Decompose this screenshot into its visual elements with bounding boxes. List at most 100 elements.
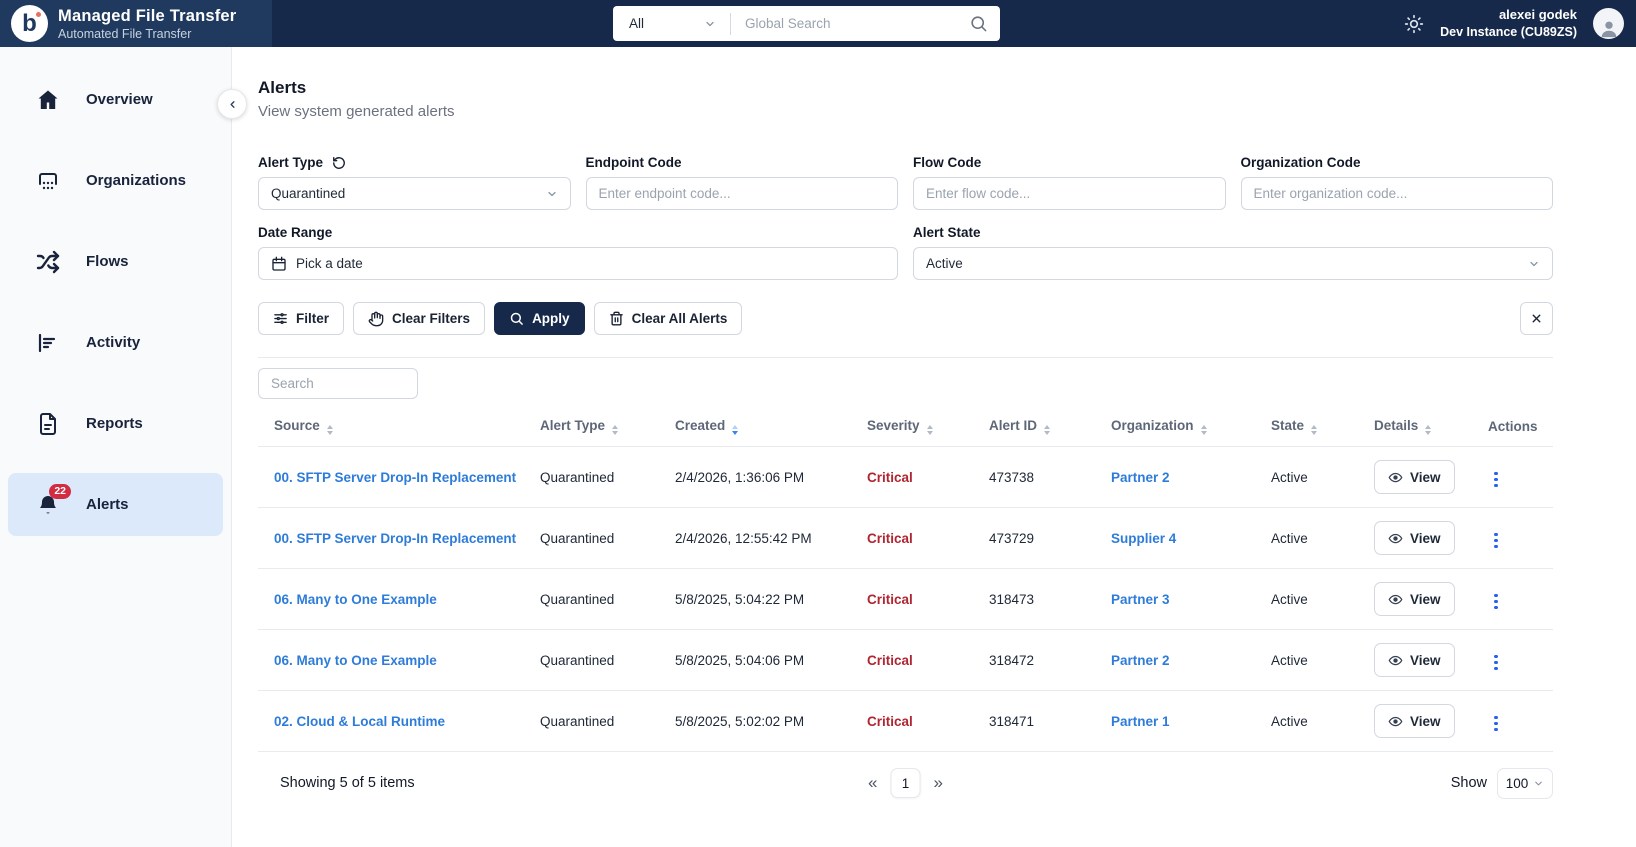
organization-link[interactable]: Partner 1: [1111, 713, 1170, 729]
global-search-bar: All: [613, 6, 1000, 41]
organization-code-input[interactable]: [1240, 177, 1553, 210]
view-button[interactable]: View: [1374, 704, 1455, 738]
header-right: alexei godek Dev Instance (CU89ZS): [1404, 0, 1624, 47]
reset-icon[interactable]: [332, 156, 346, 170]
page-number[interactable]: 1: [890, 768, 921, 798]
source-link[interactable]: 06. Many to One Example: [274, 652, 437, 668]
sort-icon: [1200, 425, 1207, 435]
clear-all-alerts-button[interactable]: Clear All Alerts: [593, 302, 743, 335]
table-search-input[interactable]: [258, 368, 418, 399]
organization-link[interactable]: Partner 2: [1111, 652, 1170, 668]
flow-code-label: Flow Code: [913, 155, 982, 170]
alert-id-cell: 318472: [989, 652, 1035, 668]
sidebar-item-label: Reports: [86, 415, 143, 432]
sort-icon: [612, 425, 619, 435]
source-link[interactable]: 00. SFTP Server Drop-In Replacement: [274, 530, 517, 546]
row-actions-menu[interactable]: [1488, 712, 1504, 736]
sort-icon: [326, 425, 333, 435]
row-actions-menu[interactable]: [1488, 468, 1504, 492]
view-button[interactable]: View: [1374, 582, 1455, 616]
row-actions-menu[interactable]: [1488, 529, 1504, 553]
chevron-left-icon: [229, 100, 235, 108]
brightness-icon[interactable]: [1404, 14, 1424, 34]
column-header-state[interactable]: State: [1261, 412, 1364, 447]
sidebar-item-overview[interactable]: Overview: [8, 68, 223, 131]
sidebar-item-organizations[interactable]: Organizations: [8, 149, 223, 212]
chevron-down-icon: [706, 21, 714, 26]
column-header-source[interactable]: Source: [258, 412, 530, 447]
column-header-created[interactable]: Created: [665, 412, 857, 447]
state-cell: Active: [1271, 591, 1308, 607]
sidebar-item-label: Flows: [86, 253, 129, 270]
alert-state-label: Alert State: [913, 225, 981, 240]
section-divider: [258, 357, 1553, 358]
clear-filters-button[interactable]: Clear Filters: [353, 302, 486, 335]
search-scope-select[interactable]: All: [613, 16, 730, 31]
column-header-alert-id[interactable]: Alert ID: [979, 412, 1101, 447]
column-header-organization[interactable]: Organization: [1101, 412, 1261, 447]
sort-icon-active: [732, 425, 739, 435]
view-button[interactable]: View: [1374, 643, 1455, 677]
row-actions-menu[interactable]: [1488, 651, 1504, 675]
severity-cell: Critical: [867, 591, 913, 607]
severity-cell: Critical: [867, 713, 913, 729]
alert-type-cell: Quarantined: [540, 530, 615, 546]
next-page-button[interactable]: »: [933, 773, 943, 792]
user-block: alexei godek Dev Instance (CU89ZS): [1440, 6, 1577, 40]
alert-id-cell: 318473: [989, 591, 1035, 607]
sidebar-item-alerts[interactable]: 22 Alerts: [8, 473, 223, 536]
close-filters-button[interactable]: [1520, 302, 1553, 335]
sidebar-collapse-button[interactable]: [217, 89, 247, 119]
close-icon: [1532, 314, 1541, 323]
alert-type-value: Quarantined: [271, 186, 346, 201]
date-range-picker[interactable]: Pick a date: [258, 247, 898, 280]
created-cell: 5/8/2025, 5:04:22 PM: [675, 591, 805, 607]
state-cell: Active: [1271, 530, 1308, 546]
page-title: Alerts: [258, 78, 307, 97]
organization-link[interactable]: Partner 3: [1111, 591, 1170, 607]
column-header-severity[interactable]: Severity: [857, 412, 979, 447]
alert-type-select[interactable]: Quarantined: [258, 177, 571, 210]
page-size-select[interactable]: 100: [1497, 767, 1553, 799]
row-actions-menu[interactable]: [1488, 590, 1504, 614]
alert-state-select[interactable]: Active: [913, 247, 1553, 280]
hand-icon: [368, 311, 384, 326]
sort-icon: [1425, 425, 1432, 435]
global-search-input[interactable]: [731, 16, 969, 31]
activity-icon: [36, 331, 60, 355]
source-link[interactable]: 02. Cloud & Local Runtime: [274, 713, 446, 729]
sidebar-item-label: Activity: [86, 334, 141, 351]
source-link[interactable]: 00. SFTP Server Drop-In Replacement: [274, 469, 517, 485]
filter-button[interactable]: Filter: [258, 302, 345, 335]
top-header: b Managed File Transfer Automated File T…: [0, 0, 1636, 47]
search-icon: [510, 312, 523, 325]
sidebar: Overview Organizations Flows Activity Re…: [0, 47, 232, 847]
source-link[interactable]: 06. Many to One Example: [274, 591, 437, 607]
view-button[interactable]: View: [1374, 521, 1455, 555]
organization-link[interactable]: Partner 2: [1111, 469, 1170, 485]
organization-link[interactable]: Supplier 4: [1111, 530, 1177, 546]
state-cell: Active: [1271, 469, 1308, 485]
apply-button[interactable]: Apply: [494, 302, 585, 335]
search-icon[interactable]: [969, 14, 988, 33]
view-button[interactable]: View: [1374, 460, 1455, 494]
date-range-value: Pick a date: [296, 256, 363, 271]
filter-toolbar: Filter Clear Filters Apply Clear All Ale…: [258, 302, 1553, 335]
table-row: 00. SFTP Server Drop-In Replacement Quar…: [258, 447, 1553, 508]
endpoint-code-input[interactable]: [585, 177, 898, 210]
alerts-table: Source Alert Type Created Severity Alert…: [258, 412, 1553, 752]
eye-icon: [1388, 533, 1403, 543]
table-row: 06. Many to One Example Quarantined 5/8/…: [258, 569, 1553, 630]
column-header-details[interactable]: Details: [1364, 412, 1478, 447]
date-range-label: Date Range: [258, 225, 333, 240]
previous-page-button[interactable]: «: [868, 773, 878, 792]
sort-icon: [926, 425, 933, 435]
sidebar-item-flows[interactable]: Flows: [8, 230, 223, 293]
trash-icon: [609, 311, 623, 326]
page-subtitle: View system generated alerts: [258, 103, 455, 120]
sidebar-item-reports[interactable]: Reports: [8, 392, 223, 455]
avatar[interactable]: [1593, 8, 1624, 39]
flow-code-input[interactable]: [913, 177, 1226, 210]
sidebar-item-activity[interactable]: Activity: [8, 311, 223, 374]
column-header-alert-type[interactable]: Alert Type: [530, 412, 665, 447]
